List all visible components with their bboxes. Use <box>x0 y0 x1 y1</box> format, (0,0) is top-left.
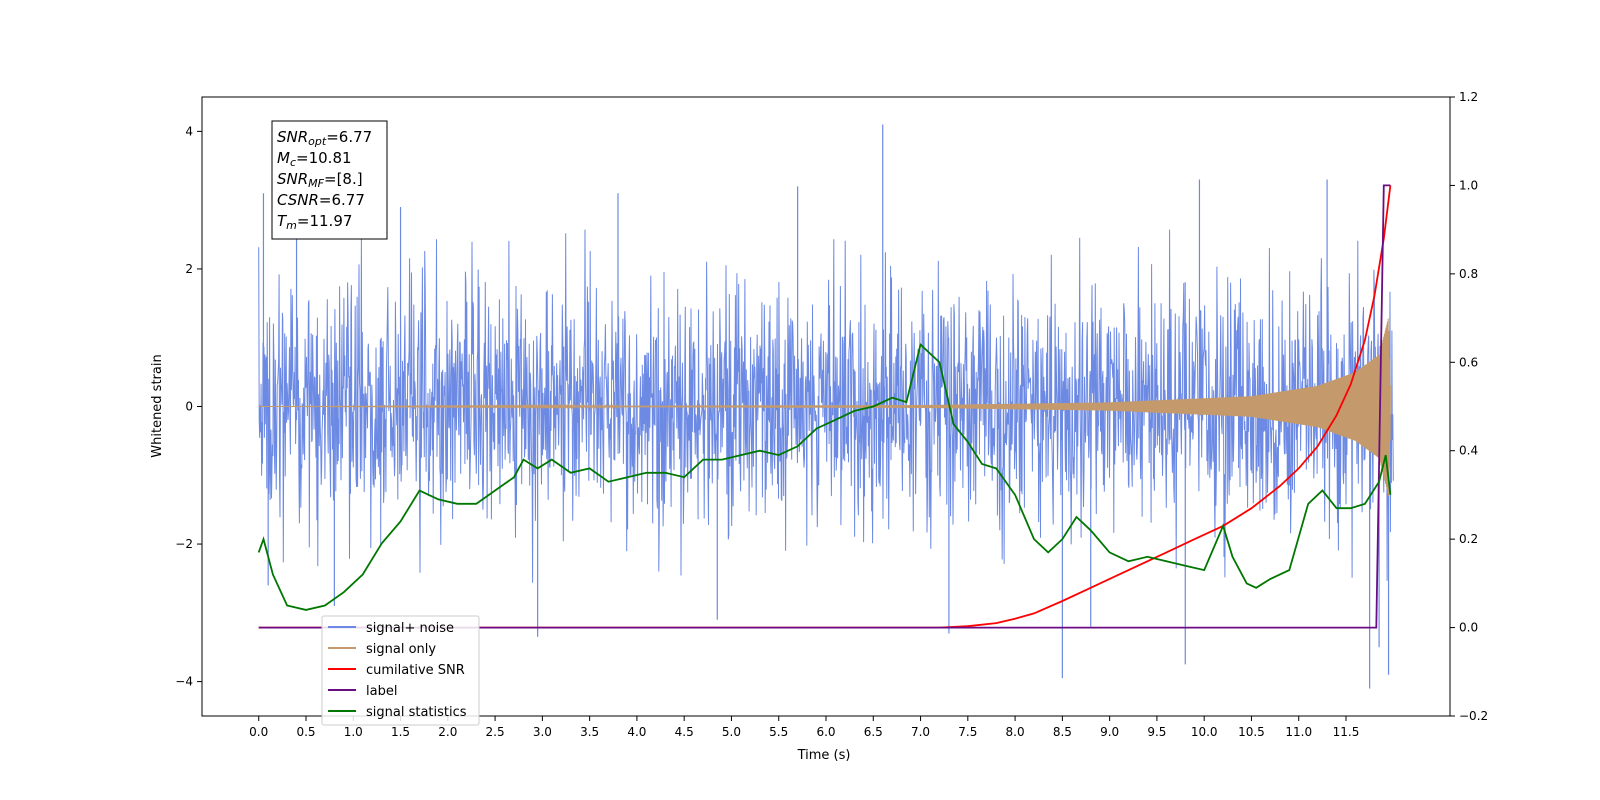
x-tick-label: 9.0 <box>1100 725 1119 739</box>
y-axis-label-left: Whitened strain <box>150 354 165 457</box>
x-tick-label: 0.5 <box>296 725 315 739</box>
x-tick-label: 5.0 <box>722 725 741 739</box>
y-tick-label: −4 <box>175 675 193 689</box>
y-tick-label: 2 <box>185 262 193 276</box>
x-tick-label: 3.5 <box>580 725 599 739</box>
annotation-line: SNRopt=6.77 <box>277 128 372 148</box>
x-axis-label: Time (s) <box>797 748 851 763</box>
x-tick-label: 6.0 <box>816 725 835 739</box>
plot-area <box>257 124 1394 689</box>
x-tick-label: 10.5 <box>1238 725 1265 739</box>
x-tick-label: 8.0 <box>1006 725 1025 739</box>
x-tick-label: 4.5 <box>675 725 694 739</box>
annotation-line: Mc=10.81 <box>277 149 352 169</box>
x-tick-label: 1.0 <box>344 725 363 739</box>
legend-label: signal only <box>366 642 436 657</box>
annotation-line: SNRMF=[8.] <box>277 170 363 190</box>
y-right-tick-label: 0.8 <box>1459 267 1478 281</box>
series-signal-noise <box>258 229 1394 583</box>
x-tick-label: 5.5 <box>769 725 788 739</box>
x-tick-label: 0.0 <box>249 725 268 739</box>
legend-label: signal statistics <box>366 705 467 720</box>
y-right-tick-label: 0.6 <box>1459 355 1478 369</box>
y-right-tick-label: −0.2 <box>1459 709 1488 723</box>
y-axis-left: −4 −2 0 2 4 <box>175 124 202 689</box>
x-tick-label: 11.0 <box>1285 725 1312 739</box>
x-tick-label: 8.5 <box>1053 725 1072 739</box>
x-axis: 0.0 0.5 1.0 1.5 2.0 2.5 3.0 3.5 4.0 4.5 5.0 5.5 6.0 6… <box>249 716 1359 739</box>
annotation-line: Tm=11.97 <box>277 212 352 232</box>
series-label <box>258 184 1391 629</box>
series-cumulative-snr <box>258 185 1392 629</box>
legend: signal+ noise signal only cumilative SNR la… <box>321 615 480 726</box>
x-tick-label: 7.5 <box>958 725 977 739</box>
x-tick-label: 10.0 <box>1191 725 1218 739</box>
x-tick-label: 1.5 <box>391 725 410 739</box>
x-tick-label: 3.0 <box>533 725 552 739</box>
y-right-tick-label: 0.4 <box>1459 444 1478 458</box>
x-tick-label: 7.0 <box>911 725 930 739</box>
y-right-tick-label: 0.2 <box>1459 532 1478 546</box>
y-right-tick-label: 1.2 <box>1459 90 1478 104</box>
y-right-tick-label: 1.0 <box>1459 178 1478 192</box>
legend-label: signal+ noise <box>366 621 454 636</box>
legend-label: cumilative SNR <box>366 663 465 678</box>
x-tick-label: 2.0 <box>438 725 457 739</box>
x-tick-label: 4.0 <box>627 725 646 739</box>
x-tick-label: 6.5 <box>864 725 883 739</box>
x-tick-label: 9.5 <box>1147 725 1166 739</box>
legend-label: label <box>366 684 397 699</box>
x-tick-label: 11.5 <box>1333 725 1360 739</box>
x-tick-label: 2.5 <box>486 725 505 739</box>
y-tick-label: −2 <box>175 537 193 551</box>
series-signal-only <box>258 318 1391 496</box>
y-tick-label: 0 <box>185 400 193 414</box>
y-axis-right: −0.2 0.0 0.2 0.4 0.6 0.8 1.0 1.2 <box>1450 90 1488 723</box>
y-tick-label: 4 <box>185 124 193 138</box>
series-signal-statistics <box>257 342 1392 611</box>
annotation-line: CSNR=6.77 <box>277 191 365 209</box>
y-right-tick-label: 0.0 <box>1459 621 1478 635</box>
